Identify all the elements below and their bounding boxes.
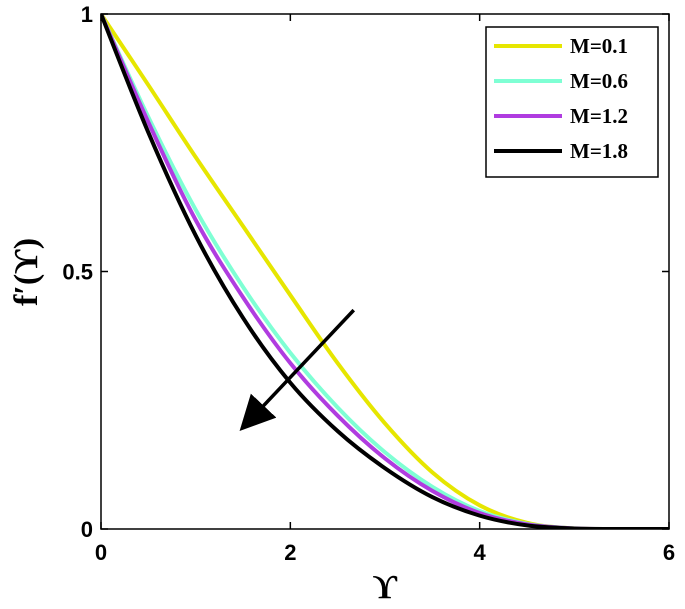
y-axis-label: f′(ϒ) [8,238,45,306]
x-tick-label: 4 [474,540,487,565]
y-tick-label: 0.5 [62,260,93,285]
legend-label-2: M=0.6 [570,69,628,93]
x-axis-label: ϒ [373,569,398,606]
y-tick-label: 0 [81,517,93,542]
legend-label-4: M=1.8 [570,139,628,163]
x-tick-label: 0 [95,540,107,565]
legend-label-1: M=0.1 [570,34,628,58]
legend-label-3: M=1.2 [570,104,628,128]
y-tick-label: 1 [81,2,93,27]
series-layer [101,14,669,529]
x-tick-label: 2 [284,540,296,565]
annotation-layer [239,308,356,432]
x-tick-label: 6 [663,540,675,565]
legend: M=0.1 M=0.6 M=1.2 M=1.8 [485,26,659,178]
tick-layer: 0 2 4 6 0 0.5 1 [62,2,675,565]
trend-arrow [239,308,356,432]
